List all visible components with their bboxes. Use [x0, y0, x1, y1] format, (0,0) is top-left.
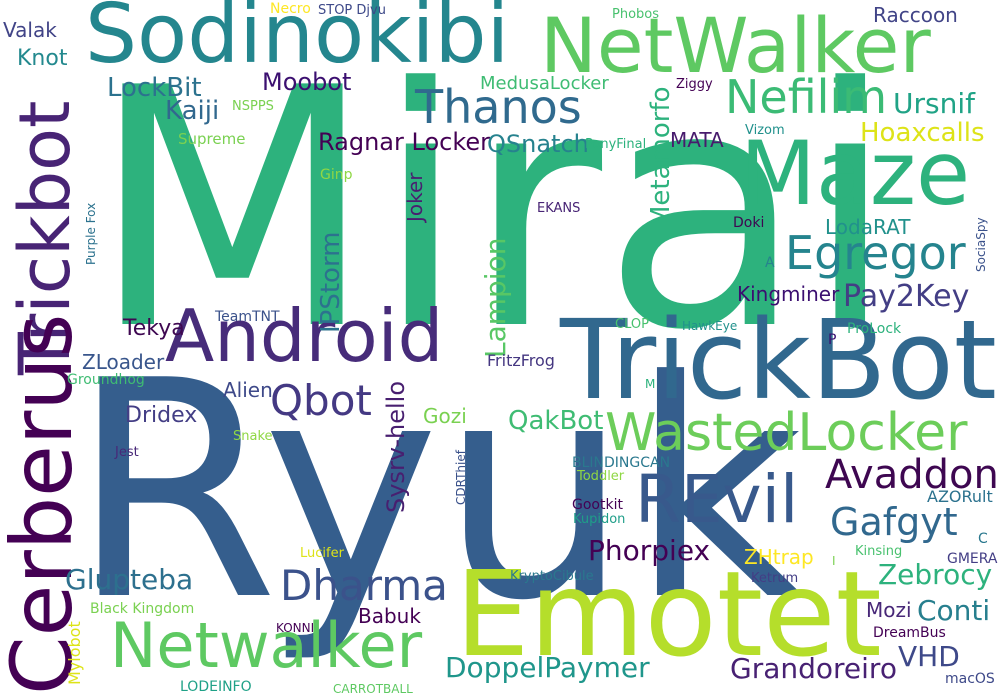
word-mata: MATA — [670, 128, 724, 152]
word-snake: Snake — [233, 429, 273, 444]
word-hawkeye: HawkEye — [682, 319, 738, 333]
word-joker: Joker — [403, 172, 427, 222]
word-pay2key: Pay2Key — [843, 279, 970, 314]
word-conti: Conti — [917, 594, 991, 627]
word-valak: Valak — [3, 18, 57, 42]
word-doki: Doki — [733, 215, 765, 231]
word-c: C — [978, 531, 988, 547]
word-gozi: Gozi — [423, 404, 467, 428]
word-mirai: Mirai — [90, 18, 896, 402]
word-android: Android — [165, 294, 444, 378]
word-sociaspy: SociaSpy — [974, 217, 988, 272]
word-netwalker: NetWalker — [540, 1, 931, 90]
word-ginp: Ginp — [320, 167, 353, 183]
word-egregor: Egregor — [785, 226, 966, 280]
word-grandoreiro: Grandoreiro — [730, 652, 897, 685]
word-zloader: ZLoader — [82, 350, 165, 374]
word-nspps: NSPPS — [232, 99, 274, 114]
word-qbot: Qbot — [270, 376, 372, 425]
word-hoaxcalls: Hoaxcalls — [860, 118, 985, 148]
word-emotet: Emotet — [455, 545, 882, 683]
word-doppelpaymer: DoppelPaymer — [445, 651, 650, 684]
word-sysrv-hello: Sysrv-hello — [382, 380, 410, 513]
word-lampion: Lampion — [479, 237, 512, 358]
word-ryuk: Ryuk — [70, 317, 804, 666]
word-i: I — [832, 554, 836, 568]
word-tekya: Tekya — [123, 316, 185, 341]
word-ipstorm: IPStorm — [316, 231, 346, 333]
word-qsnatch: QSnatch — [487, 130, 589, 158]
word-macos: macOS — [945, 671, 995, 687]
word-ragnar-locker: Ragnar Locker — [318, 128, 491, 156]
word-avaddon: Avaddon — [825, 452, 999, 498]
word-konni: KONNI — [276, 621, 315, 635]
word-black-kingdom: Black Kingdom — [90, 601, 195, 617]
word-kupidon: Kupidon — [573, 512, 626, 527]
word-gootkit: Gootkit — [572, 497, 623, 513]
word-azorult: AZORult — [927, 487, 993, 506]
word-metamorfo: Metamorfo — [646, 86, 676, 228]
word-revil: REvil — [635, 461, 799, 538]
word-kaiji: Kaiji — [165, 96, 220, 126]
word-ekans: EKANS — [537, 201, 581, 216]
word-trickbot: TrickBot — [560, 296, 997, 424]
word-gmera: GMERA — [947, 551, 998, 567]
word-p: P — [828, 332, 837, 348]
word-alien: Alien — [223, 378, 273, 402]
word-a: A — [765, 255, 775, 271]
word-sodinokibi: Sodinokibi — [85, 0, 510, 82]
word-jest: Jest — [115, 445, 139, 460]
word-raccoon: Raccoon — [873, 3, 958, 27]
word-zebrocy: Zebrocy — [878, 558, 993, 591]
word-lucifer: Lucifer — [300, 546, 344, 561]
word-lodeinfo: LODEINFO — [180, 679, 252, 695]
word-netwalker-lower: Netwalker — [110, 609, 423, 682]
word-mylobot: Mylobot — [65, 621, 84, 685]
word-purple-fox: Purple Fox — [84, 202, 98, 265]
word-necro: Necro — [270, 1, 311, 17]
word-knot: Knot — [17, 46, 68, 71]
word-supreme: Supreme — [178, 130, 246, 148]
word-ponyfinal: PonyFinal — [585, 137, 647, 152]
word-mozi: Mozi — [866, 598, 912, 622]
word-toddler: Toddler — [577, 469, 625, 484]
word-clop: CLOP — [615, 317, 649, 332]
word-qakbot: QakBot — [508, 406, 604, 436]
word-fritzfrog: FritzFrog — [487, 351, 555, 370]
word-gafgyt: Gafgyt — [830, 500, 958, 544]
word-lockbit: LockBit — [107, 73, 202, 103]
word-thanos: Thanos — [415, 80, 582, 134]
word-kryptocibule: KryptoCibule — [510, 569, 594, 584]
word-phobos: Phobos — [612, 7, 660, 22]
word-teamtnt: TeamTNT — [215, 309, 280, 325]
word-dridex: Dridex — [125, 403, 198, 428]
word-m: M — [645, 377, 656, 391]
word-dreambus: DreamBus — [873, 625, 946, 641]
word-glupteba: Glupteba — [65, 563, 194, 596]
word-vizom: Vizom — [745, 123, 785, 138]
word-maze: Maze — [740, 122, 971, 225]
word-babuk: Babuk — [358, 604, 421, 628]
word-groundhog: Groundhog — [67, 372, 145, 388]
word-kinsing: Kinsing — [855, 544, 903, 559]
word-medusalocker: MedusaLocker — [480, 73, 609, 94]
word-nefilim: Nefilim — [725, 70, 888, 124]
word-dharma: Dharma — [280, 561, 448, 610]
word-kingminer: Kingminer — [737, 282, 840, 306]
word-ziggy: Ziggy — [676, 77, 713, 92]
word-cdrthief: CDRThief — [454, 450, 468, 505]
word-moobot: Moobot — [262, 68, 352, 96]
word-blindingcan: BLINDINGCAN — [572, 455, 671, 471]
word-carrotball: CARROTBALL — [333, 682, 413, 696]
word-prolock: ProLock — [847, 321, 902, 337]
word-phorpiex: Phorpiex — [588, 534, 711, 567]
word-stop-djvu: STOP Djvu — [318, 3, 386, 18]
word-wastedlocker: WastedLocker — [605, 403, 968, 463]
word-vhd: VHD — [898, 640, 960, 673]
word-ketrum: Ketrum — [751, 571, 799, 586]
word-lodarat: LodaRAT — [825, 215, 911, 239]
word-zhtrap: ZHtrap — [744, 545, 814, 569]
word-ursnif: Ursnif — [893, 87, 975, 120]
